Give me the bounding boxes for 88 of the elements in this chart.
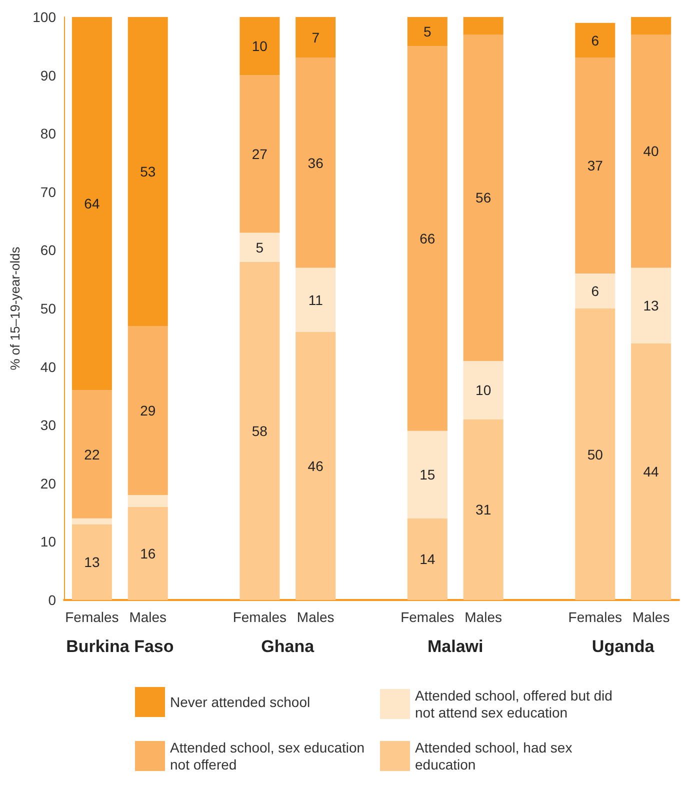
data-label: 64: [84, 196, 100, 212]
y-tick-label: 60: [40, 242, 56, 258]
data-label: 66: [420, 230, 436, 247]
data-label: 7: [312, 29, 320, 46]
data-label: 16: [140, 545, 156, 562]
data-label: 6: [591, 283, 600, 300]
bar: [575, 58, 616, 274]
bar: [128, 506, 168, 600]
x-tick-label: Males: [632, 609, 670, 625]
bar: [296, 268, 336, 332]
data-label: 6: [591, 32, 600, 48]
bar: [631, 17, 672, 34]
bar: [72, 524, 112, 600]
x-tick-label: Females: [568, 609, 622, 625]
data-label: 56: [476, 190, 492, 206]
bar: [407, 518, 448, 600]
data-label: 31: [476, 502, 492, 518]
y-tick-label: 40: [40, 358, 56, 375]
bar: [296, 58, 336, 268]
y-tick-label: 30: [40, 417, 56, 434]
legend-label: Attended school, had sex education: [415, 740, 576, 772]
bar: [631, 34, 672, 268]
data-label: 15: [420, 466, 436, 483]
bar: [128, 495, 168, 507]
bar: [72, 17, 112, 390]
x-tick-label: Females: [400, 609, 454, 625]
data-label: 53: [140, 163, 156, 180]
x-tick-label: Females: [232, 609, 287, 625]
x-tick-label: Males: [296, 609, 334, 625]
bar: [72, 390, 112, 518]
y-tick-label: 70: [40, 184, 56, 200]
bar: [575, 308, 616, 600]
data-label: 37: [587, 158, 604, 174]
y-tick-label: 100: [32, 9, 56, 25]
x-tick-label: Males: [464, 609, 502, 625]
bar: [407, 46, 448, 431]
data-label: 27: [252, 146, 268, 162]
bar: [296, 332, 336, 600]
y-tick-label: 80: [40, 126, 56, 142]
bar: [407, 430, 448, 518]
bar: [240, 232, 280, 262]
data-label: 11: [308, 292, 324, 308]
y-tick-label: 10: [40, 534, 56, 550]
data-label: 13: [84, 554, 100, 570]
data-label: 5: [256, 239, 264, 256]
bar: [631, 268, 672, 344]
data-label: 29: [140, 402, 156, 419]
data-label: 14: [420, 551, 436, 568]
data-label: 10: [252, 38, 268, 54]
bar: [463, 34, 504, 361]
bar: [575, 22, 616, 58]
data-label: 40: [643, 143, 660, 160]
data-label: 5: [424, 24, 432, 40]
data-label: 58: [252, 422, 268, 439]
bar: [463, 17, 504, 34]
x-tick-label: Females: [65, 609, 119, 625]
bar: [407, 17, 448, 46]
bar: [240, 75, 280, 233]
y-axis-title: % of 15–19-year-olds: [8, 246, 23, 370]
bar: [631, 343, 672, 600]
bar: [240, 17, 280, 76]
y-tick-label: 0: [48, 592, 56, 608]
text: Burkina Faso: [66, 637, 174, 656]
x-tick-label: Males: [129, 609, 167, 625]
legend-label: Attended school, sex education not offered: [170, 740, 368, 772]
bar: [296, 17, 336, 58]
bar: [463, 419, 504, 600]
text: Malawi: [427, 637, 484, 656]
data-label: 13: [643, 298, 660, 314]
data-label: 10: [476, 382, 492, 398]
text: Ghana: [261, 637, 315, 656]
data-label: 50: [587, 446, 604, 462]
text: Uganda: [592, 637, 655, 656]
y-tick-label: 20: [40, 475, 56, 492]
legend-label: Never attended school: [170, 694, 310, 710]
bar: [463, 360, 504, 420]
bar: [128, 326, 168, 496]
data-label: 46: [308, 458, 324, 474]
y-tick-label: 50: [40, 300, 56, 316]
y-tick-label: 90: [40, 67, 56, 84]
data-label: 44: [643, 464, 660, 480]
bar: [575, 274, 616, 308]
data-label: 22: [84, 446, 100, 462]
bar: [240, 262, 280, 600]
data-label: 36: [308, 154, 324, 171]
legend-label: Attended school, offered but did not attend sex education: [415, 688, 616, 720]
bar: [72, 518, 112, 524]
bar: [128, 17, 168, 326]
